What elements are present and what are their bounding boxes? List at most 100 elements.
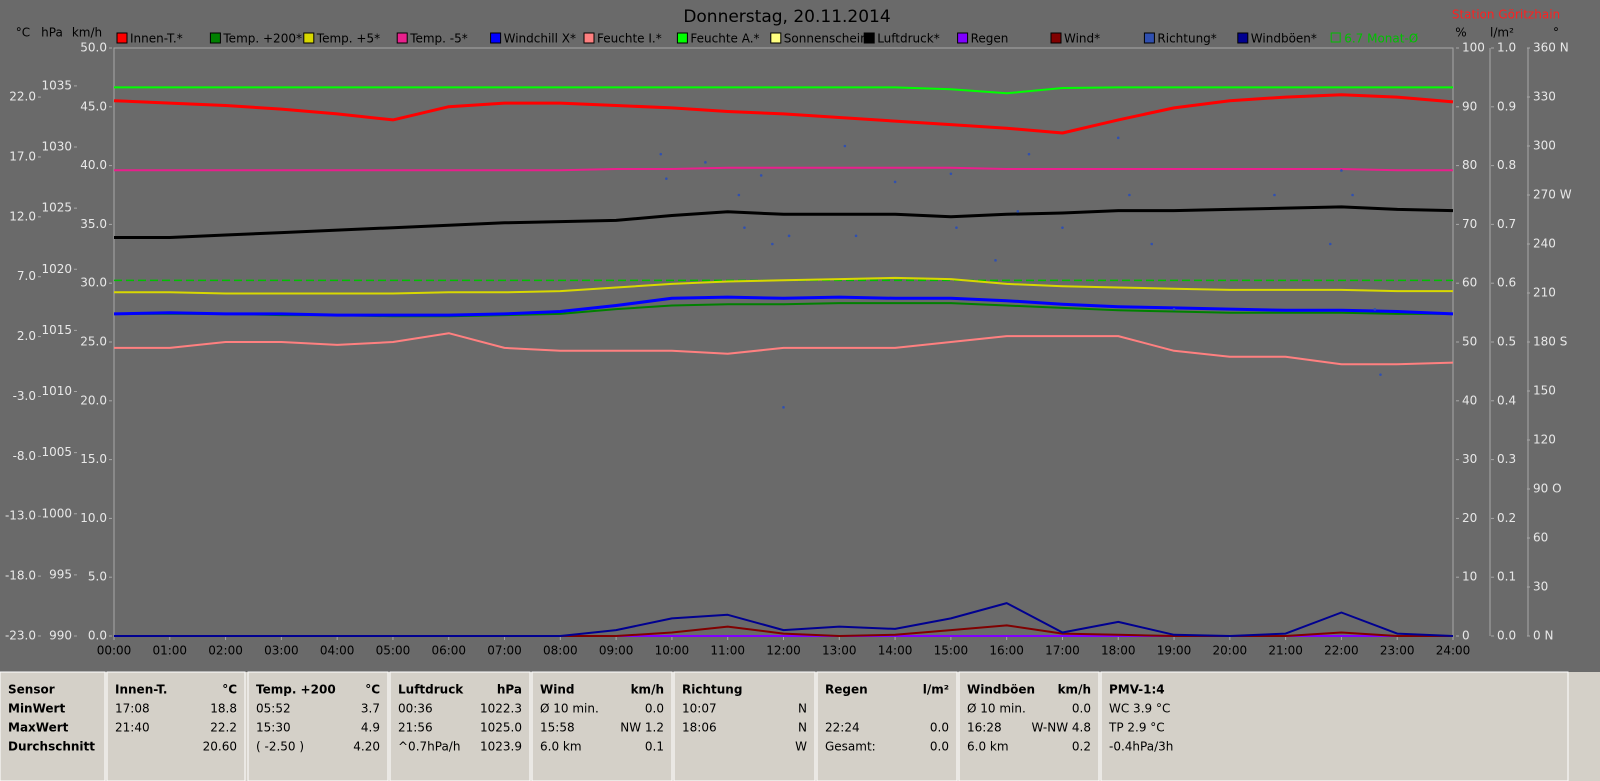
table-value: 18.8 xyxy=(210,702,237,716)
table-header-unit: km/h xyxy=(1058,683,1091,697)
series-line xyxy=(113,295,1454,317)
table-value: 0.0 xyxy=(1072,702,1091,716)
table-value: ( -2.50 ) xyxy=(256,740,304,754)
table-cell xyxy=(247,671,389,781)
series-line xyxy=(114,166,1453,172)
y-tick-label: 90 O xyxy=(1533,482,1562,496)
y-tick-label: 12.0 xyxy=(9,209,36,223)
y-tick-label: 40 xyxy=(1462,393,1477,407)
y-tick-label: 40.0 xyxy=(80,158,107,172)
table-header: Temp. +200 xyxy=(256,683,336,697)
table-value: 1025.0 xyxy=(480,721,522,735)
table-header: Regen xyxy=(825,683,868,697)
direction-dot xyxy=(1273,193,1276,197)
table-header: Windböen xyxy=(967,683,1035,697)
legend-label: Temp. +5* xyxy=(316,32,380,46)
table-value: 1023.9 xyxy=(480,740,522,754)
y-tick-label: 5.0 xyxy=(88,570,107,584)
direction-dot xyxy=(659,152,663,156)
legend-swatch xyxy=(863,32,875,44)
series-line xyxy=(114,332,1454,366)
table-header: Sensor xyxy=(8,683,55,697)
table-value: 6.0 km xyxy=(540,740,582,754)
table-value: 15:58 xyxy=(540,721,575,735)
table-value: NW 1.2 xyxy=(620,721,664,735)
table-value: W-NW 4.8 xyxy=(1032,721,1091,735)
legend-swatch xyxy=(490,32,502,44)
y-tick-label: 1020 xyxy=(41,262,72,276)
series-line xyxy=(114,276,1453,295)
series-line xyxy=(114,205,1454,239)
legend-label: Temp. -5* xyxy=(409,32,468,46)
x-tick-label: 10:00 xyxy=(655,644,690,658)
table-value: Ø 10 min. xyxy=(967,702,1026,716)
x-tick-label: 07:00 xyxy=(487,644,522,658)
axis-unit: % xyxy=(1455,26,1466,40)
y-tick-label: 120 xyxy=(1533,433,1556,447)
y-tick-label: 30.0 xyxy=(80,276,107,290)
table-value: ^0.7hPa/h xyxy=(398,740,460,754)
table-value: 0.0 xyxy=(645,702,664,716)
table-value: W xyxy=(795,740,807,754)
y-tick-label: 1010 xyxy=(41,384,72,398)
axis-unit: ° xyxy=(1553,26,1559,40)
y-tick-label: 7.0 xyxy=(17,269,36,283)
y-tick-label: 20 xyxy=(1462,511,1477,525)
direction-dot xyxy=(787,234,791,238)
legend-swatch xyxy=(1143,32,1155,44)
chart-title: Donnerstag, 20.11.2014 xyxy=(683,7,890,27)
table-header-unit: hPa xyxy=(497,683,522,697)
axis-unit: km/h xyxy=(72,26,102,40)
y-tick-label: -18.0 xyxy=(5,569,36,583)
table-value: MaxWert xyxy=(8,721,69,735)
table-value: 4.9 xyxy=(361,721,380,735)
legend-swatch xyxy=(770,32,782,44)
x-tick-label: 00:00 xyxy=(97,644,132,658)
direction-dot xyxy=(759,174,763,177)
table-value: N xyxy=(798,721,807,735)
y-tick-label: 150 xyxy=(1533,384,1556,398)
table-value: N xyxy=(798,702,807,716)
direction-dot xyxy=(949,172,953,176)
x-tick-label: 24:00 xyxy=(1436,644,1471,658)
legend-label: Temp. +200* xyxy=(222,32,302,46)
series-line xyxy=(113,93,1454,135)
y-tick-label: 10 xyxy=(1462,570,1477,584)
y-tick-label: 17.0 xyxy=(9,149,36,163)
x-tick-label: 17:00 xyxy=(1045,644,1080,658)
legend-label: Sonnenschein xyxy=(784,32,868,46)
y-tick-label: 0.9 xyxy=(1497,99,1516,113)
legend-swatch xyxy=(957,32,969,44)
y-tick-label: 1035 xyxy=(41,78,72,92)
table-header: PMV-1:4 xyxy=(1109,683,1165,697)
y-tick-label: 0 xyxy=(1462,629,1470,643)
table-cell xyxy=(673,671,816,781)
y-tick-label: 0.0 xyxy=(88,629,107,643)
y-tick-label: 22.0 xyxy=(9,90,36,104)
y-tick-label: 0.7 xyxy=(1497,217,1516,231)
table-cell xyxy=(816,671,958,781)
table-value: Ø 10 min. xyxy=(540,702,599,716)
x-tick-label: 18:00 xyxy=(1101,644,1136,658)
x-tick-label: 02:00 xyxy=(208,644,243,658)
table-value: 21:56 xyxy=(398,721,433,735)
table-value: -0.4hPa/3h xyxy=(1109,740,1173,754)
table-value: 21:40 xyxy=(115,721,150,735)
x-tick-label: 05:00 xyxy=(376,644,411,658)
table-header: Wind xyxy=(540,683,574,697)
table-value: 00:36 xyxy=(398,702,433,716)
y-tick-label: 35.0 xyxy=(80,217,107,231)
x-tick-label: 11:00 xyxy=(710,644,745,658)
y-tick-label: 60 xyxy=(1462,276,1477,290)
y-tick-label: 1005 xyxy=(41,445,72,459)
table-value: 18:06 xyxy=(682,721,717,735)
direction-dot xyxy=(782,406,785,409)
direction-dot xyxy=(955,226,958,229)
legend-swatch xyxy=(583,32,595,44)
legend-label: Regen xyxy=(971,32,1009,46)
y-tick-label: 0.0 xyxy=(1497,629,1516,643)
table-value: 0.0 xyxy=(930,740,949,754)
table-header-unit: °C xyxy=(365,683,380,697)
